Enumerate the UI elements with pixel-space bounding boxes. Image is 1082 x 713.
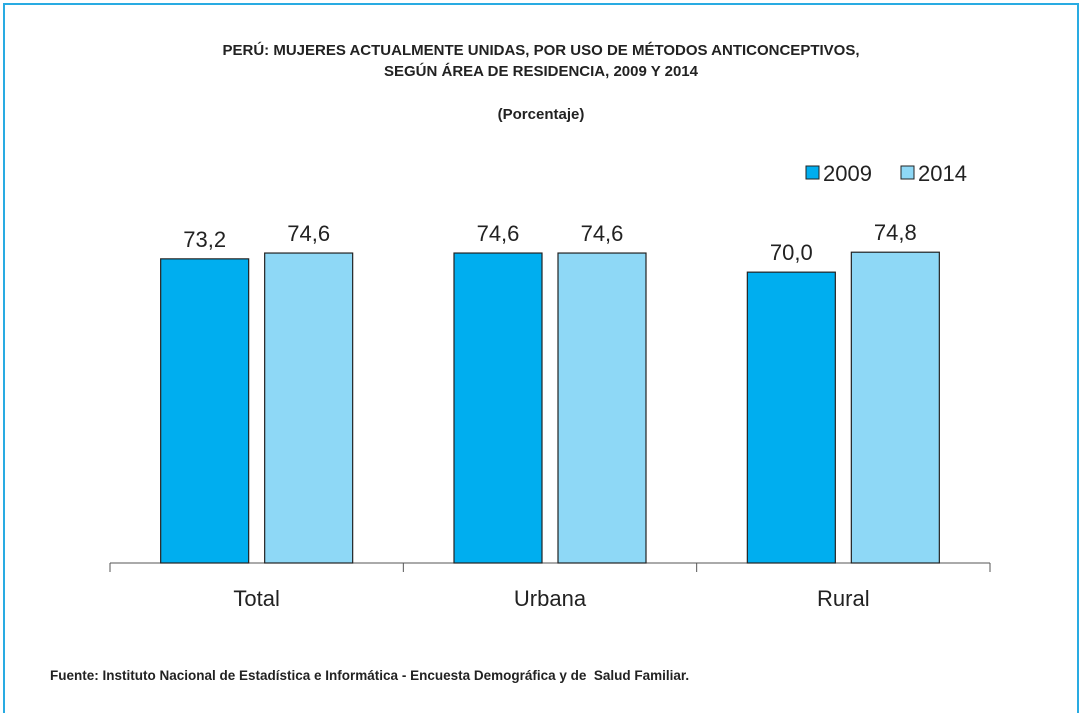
bar: [160, 258, 250, 564]
legend-swatch: [805, 165, 820, 180]
value-label: 73,2: [183, 227, 226, 252]
value-label: 74,6: [581, 221, 624, 246]
bar: [264, 252, 354, 564]
frame: [3, 3, 1079, 713]
chart-subtitle: (Porcentaje): [497, 106, 585, 123]
bar: [850, 251, 940, 564]
legend-label: 2009: [823, 161, 872, 186]
value-label: 74,6: [287, 221, 330, 246]
legend-swatch: [900, 165, 915, 180]
legend-label: 2014: [918, 161, 967, 186]
bar: [453, 252, 543, 564]
x-tick-label: Urbana: [514, 586, 587, 611]
bar: [557, 252, 647, 564]
source-note: Fuente: Instituto Nacional de Estadístic…: [50, 668, 690, 683]
value-label: 74,8: [874, 220, 917, 245]
x-tick-label: Total: [233, 586, 279, 611]
value-label: 74,6: [477, 221, 520, 246]
value-label: 70,0: [770, 240, 813, 265]
x-tick-label: Rural: [817, 586, 870, 611]
bar: [746, 271, 836, 564]
chart-title: PERÚ: MUJERES ACTUALMENTE UNIDAS, POR US…: [222, 42, 860, 80]
